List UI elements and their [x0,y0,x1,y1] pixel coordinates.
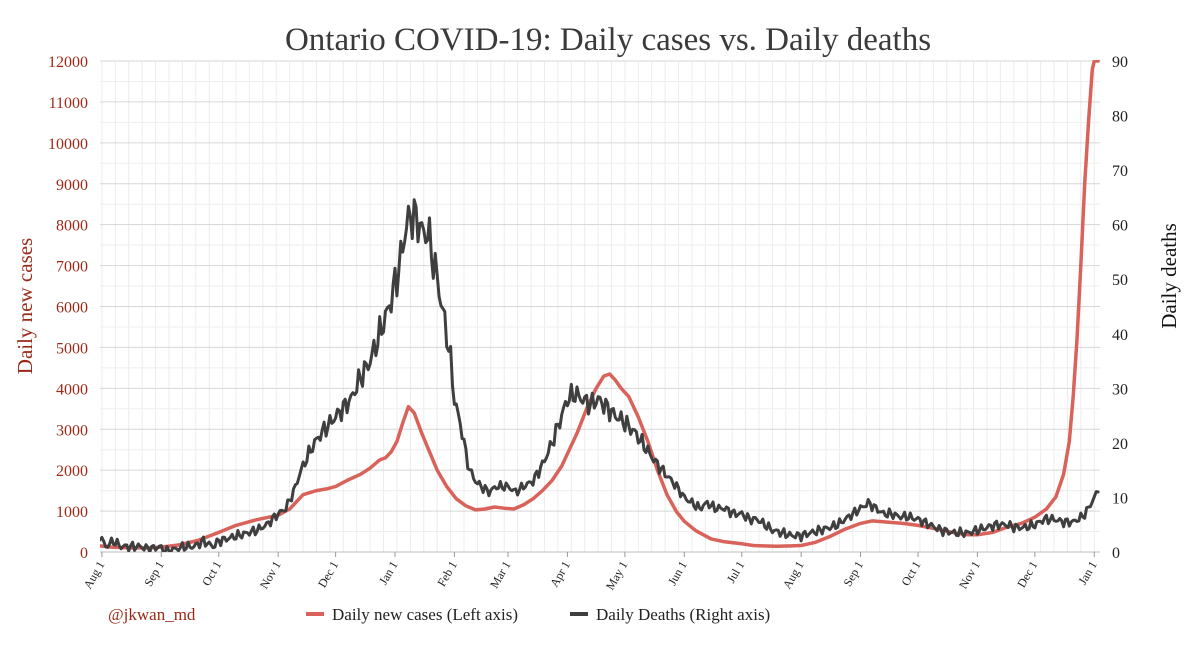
right-y-axis-label: Daily deaths [1157,223,1181,329]
gridlines [100,60,1100,553]
legend-label-deaths: Daily Deaths (Right axis) [596,605,770,624]
author-credit: @jkwan_md [108,605,196,624]
series-layer [100,60,1100,552]
left-y-tick-label: 1000 [56,504,88,521]
left-y-tick-label: 8000 [56,218,88,235]
left-y-tick-label: 7000 [56,259,88,276]
right-y-tick-label: 80 [1112,109,1128,126]
legend-item-deaths[interactable]: Daily Deaths (Right axis) [570,605,770,624]
left-y-tick-label: 10000 [48,136,88,153]
right-y-axis: 0 10 20 30 40 50 60 70 80 90 [1112,54,1128,562]
right-y-tick-label: 0 [1112,545,1120,562]
left-y-tick-label: 12000 [48,54,88,71]
series-line-deaths [100,198,1100,552]
right-y-tick-label: 10 [1112,490,1128,507]
right-y-tick-label: 20 [1112,436,1128,453]
left-y-tick-label: 3000 [56,422,88,439]
chart-title: Ontario COVID-19: Daily cases vs. Daily … [285,22,931,58]
legend: Daily new cases (Left axis) Daily Deaths… [306,605,770,624]
left-y-tick-label: 9000 [56,177,88,194]
left-y-tick-label: 6000 [56,300,88,317]
right-y-tick-label: 40 [1112,327,1128,344]
right-y-tick-label: 60 [1112,218,1128,235]
right-y-tick-label: 90 [1112,54,1128,71]
left-y-tick-label: 11000 [49,95,88,112]
left-y-tick-label: 0 [80,545,88,562]
left-y-tick-label: 4000 [56,381,88,398]
left-y-tick-label: 5000 [56,340,88,357]
left-y-tick-label: 2000 [56,463,88,480]
legend-item-cases[interactable]: Daily new cases (Left axis) [306,605,518,624]
right-y-tick-label: 50 [1112,272,1128,289]
right-y-tick-label: 30 [1112,381,1128,398]
left-y-axis: 0 1000 2000 3000 4000 5000 6000 7000 8000 9000 100… [48,54,88,562]
left-y-axis-label: Daily new cases [13,238,37,374]
series-line-cases [100,60,1100,550]
legend-label-cases: Daily new cases (Left axis) [332,605,518,624]
right-y-tick-label: 70 [1112,163,1128,180]
